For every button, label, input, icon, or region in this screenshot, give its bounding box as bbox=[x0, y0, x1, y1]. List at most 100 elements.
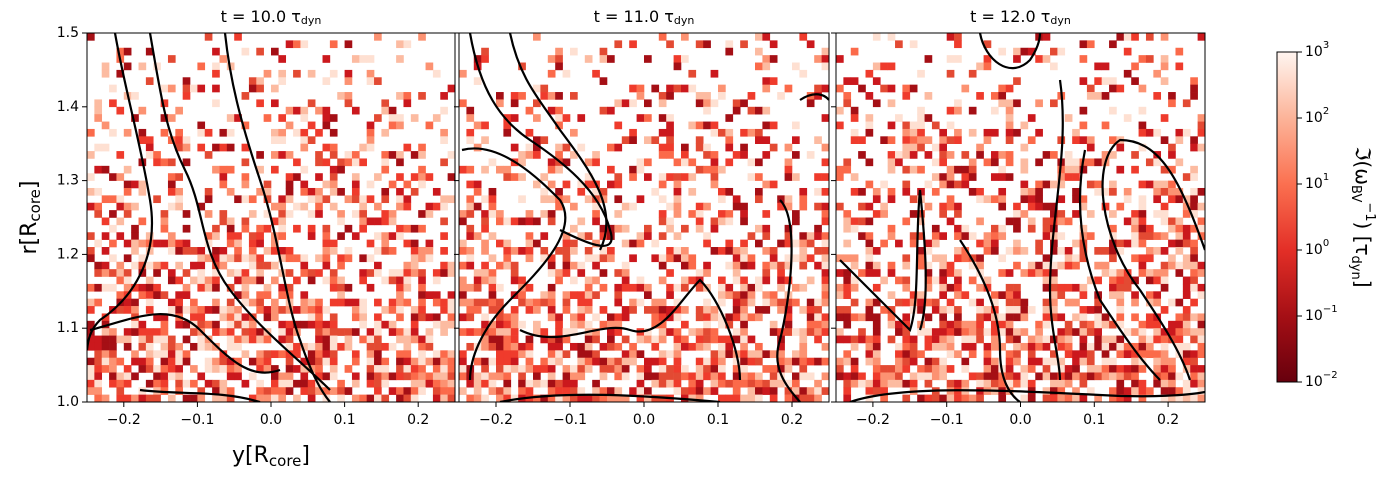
heatmap-cell bbox=[1145, 350, 1154, 359]
heatmap-cell bbox=[880, 62, 888, 71]
heatmap-cell bbox=[872, 335, 881, 344]
heatmap-cell bbox=[858, 84, 866, 93]
heatmap-cell bbox=[614, 357, 623, 366]
heatmap-cell bbox=[939, 261, 947, 270]
heatmap-cell bbox=[1013, 202, 1021, 211]
heatmap-cell bbox=[814, 306, 822, 314]
heatmap-cell bbox=[488, 298, 497, 307]
heatmap-cell bbox=[1123, 69, 1132, 78]
heatmap-cell bbox=[547, 261, 556, 270]
heatmap-cell bbox=[459, 261, 467, 270]
heatmap-cell bbox=[584, 195, 593, 204]
heatmap-cell bbox=[241, 283, 250, 292]
heatmap-cell bbox=[673, 357, 682, 366]
heatmap-cell bbox=[403, 342, 412, 351]
heatmap-cell bbox=[219, 394, 228, 403]
heatmap-cell bbox=[658, 298, 667, 307]
heatmap-cell bbox=[488, 202, 497, 211]
heatmap-cell bbox=[599, 283, 608, 292]
heatmap-cell bbox=[570, 47, 578, 56]
heatmap-cell bbox=[939, 158, 947, 167]
heatmap-cell bbox=[175, 320, 183, 329]
heatmap-cell bbox=[865, 92, 874, 100]
heatmap-cell bbox=[359, 276, 367, 285]
heatmap-cell bbox=[599, 77, 608, 85]
heatmap-cell bbox=[681, 55, 689, 63]
heatmap-cell bbox=[263, 114, 272, 122]
heatmap-cell bbox=[226, 239, 235, 248]
heatmap-cell bbox=[577, 217, 586, 226]
heatmap-cell bbox=[190, 379, 198, 388]
heatmap-cell bbox=[968, 394, 977, 403]
heatmap-cell bbox=[160, 217, 169, 226]
heatmap-cell bbox=[525, 298, 534, 307]
heatmap-cell bbox=[182, 306, 191, 314]
heatmap-cell bbox=[263, 283, 272, 292]
heatmap-cell bbox=[740, 328, 748, 336]
heatmap-cell bbox=[381, 232, 390, 240]
heatmap-cell bbox=[806, 276, 815, 285]
contour bbox=[799, 93, 829, 101]
heatmap-cell bbox=[607, 335, 615, 344]
heatmap-cell bbox=[917, 165, 925, 174]
heatmap-cell bbox=[769, 291, 778, 299]
heatmap-cell bbox=[1042, 202, 1051, 211]
heatmap-cell bbox=[1079, 224, 1088, 233]
heatmap-cell bbox=[1123, 328, 1132, 336]
heatmap-cell bbox=[153, 394, 161, 403]
heatmap-cell bbox=[87, 151, 95, 159]
heatmap-cell bbox=[94, 106, 103, 115]
heatmap-cell bbox=[1190, 92, 1198, 100]
heatmap-cell bbox=[432, 387, 441, 395]
heatmap-cell bbox=[732, 291, 741, 299]
heatmap-cell bbox=[1197, 283, 1206, 292]
heatmap-cell bbox=[1027, 47, 1036, 56]
heatmap-cell bbox=[293, 224, 301, 233]
heatmap-cell bbox=[167, 84, 176, 93]
heatmap-cell bbox=[990, 313, 999, 322]
heatmap-cell bbox=[175, 379, 183, 388]
heatmap-cell bbox=[806, 151, 815, 159]
heatmap-cell bbox=[1035, 202, 1043, 211]
heatmap-cell bbox=[961, 357, 970, 366]
heatmap-cell bbox=[94, 202, 103, 211]
heatmap-cell bbox=[592, 202, 600, 211]
heatmap-cell bbox=[525, 387, 534, 395]
heatmap-cell bbox=[872, 379, 881, 388]
heatmap-cell bbox=[234, 335, 242, 344]
heatmap-cell bbox=[510, 342, 519, 351]
heatmap-cell bbox=[555, 313, 563, 322]
heatmap-cell bbox=[1109, 151, 1117, 159]
heatmap-cell bbox=[226, 128, 235, 137]
heatmap-cell bbox=[1109, 365, 1117, 373]
heatmap-cell bbox=[418, 291, 426, 299]
heatmap-cell bbox=[909, 195, 918, 204]
heatmap-cell bbox=[1057, 357, 1066, 366]
heatmap-cell bbox=[710, 128, 719, 137]
heatmap-cell bbox=[1020, 298, 1029, 307]
heatmap-cell bbox=[570, 261, 578, 270]
heatmap-cell bbox=[976, 283, 984, 292]
heatmap-cell bbox=[762, 306, 771, 314]
heatmap-cell bbox=[710, 69, 719, 78]
heatmap-cell bbox=[248, 239, 257, 248]
heatmap-cell bbox=[388, 306, 397, 314]
heatmap-cell bbox=[887, 158, 896, 167]
heatmap-cell bbox=[1005, 114, 1014, 122]
heatmap-cell bbox=[300, 372, 309, 381]
heatmap-cell bbox=[983, 247, 992, 255]
heatmap-cell bbox=[285, 247, 294, 255]
heatmap-cell bbox=[747, 128, 756, 137]
heatmap-cell bbox=[351, 158, 360, 167]
heatmap-cell bbox=[459, 298, 467, 307]
heatmap-cell bbox=[329, 202, 338, 211]
heatmap-cell bbox=[636, 276, 645, 285]
heatmap-cell bbox=[167, 187, 176, 196]
heatmap-cell bbox=[1116, 283, 1125, 292]
heatmap-cell bbox=[197, 320, 206, 329]
heatmap-cell bbox=[226, 335, 235, 344]
heatmap-cell bbox=[755, 173, 763, 181]
heatmap-cell bbox=[562, 269, 571, 277]
heatmap-cell bbox=[440, 106, 448, 115]
heatmap-cell bbox=[718, 291, 726, 299]
